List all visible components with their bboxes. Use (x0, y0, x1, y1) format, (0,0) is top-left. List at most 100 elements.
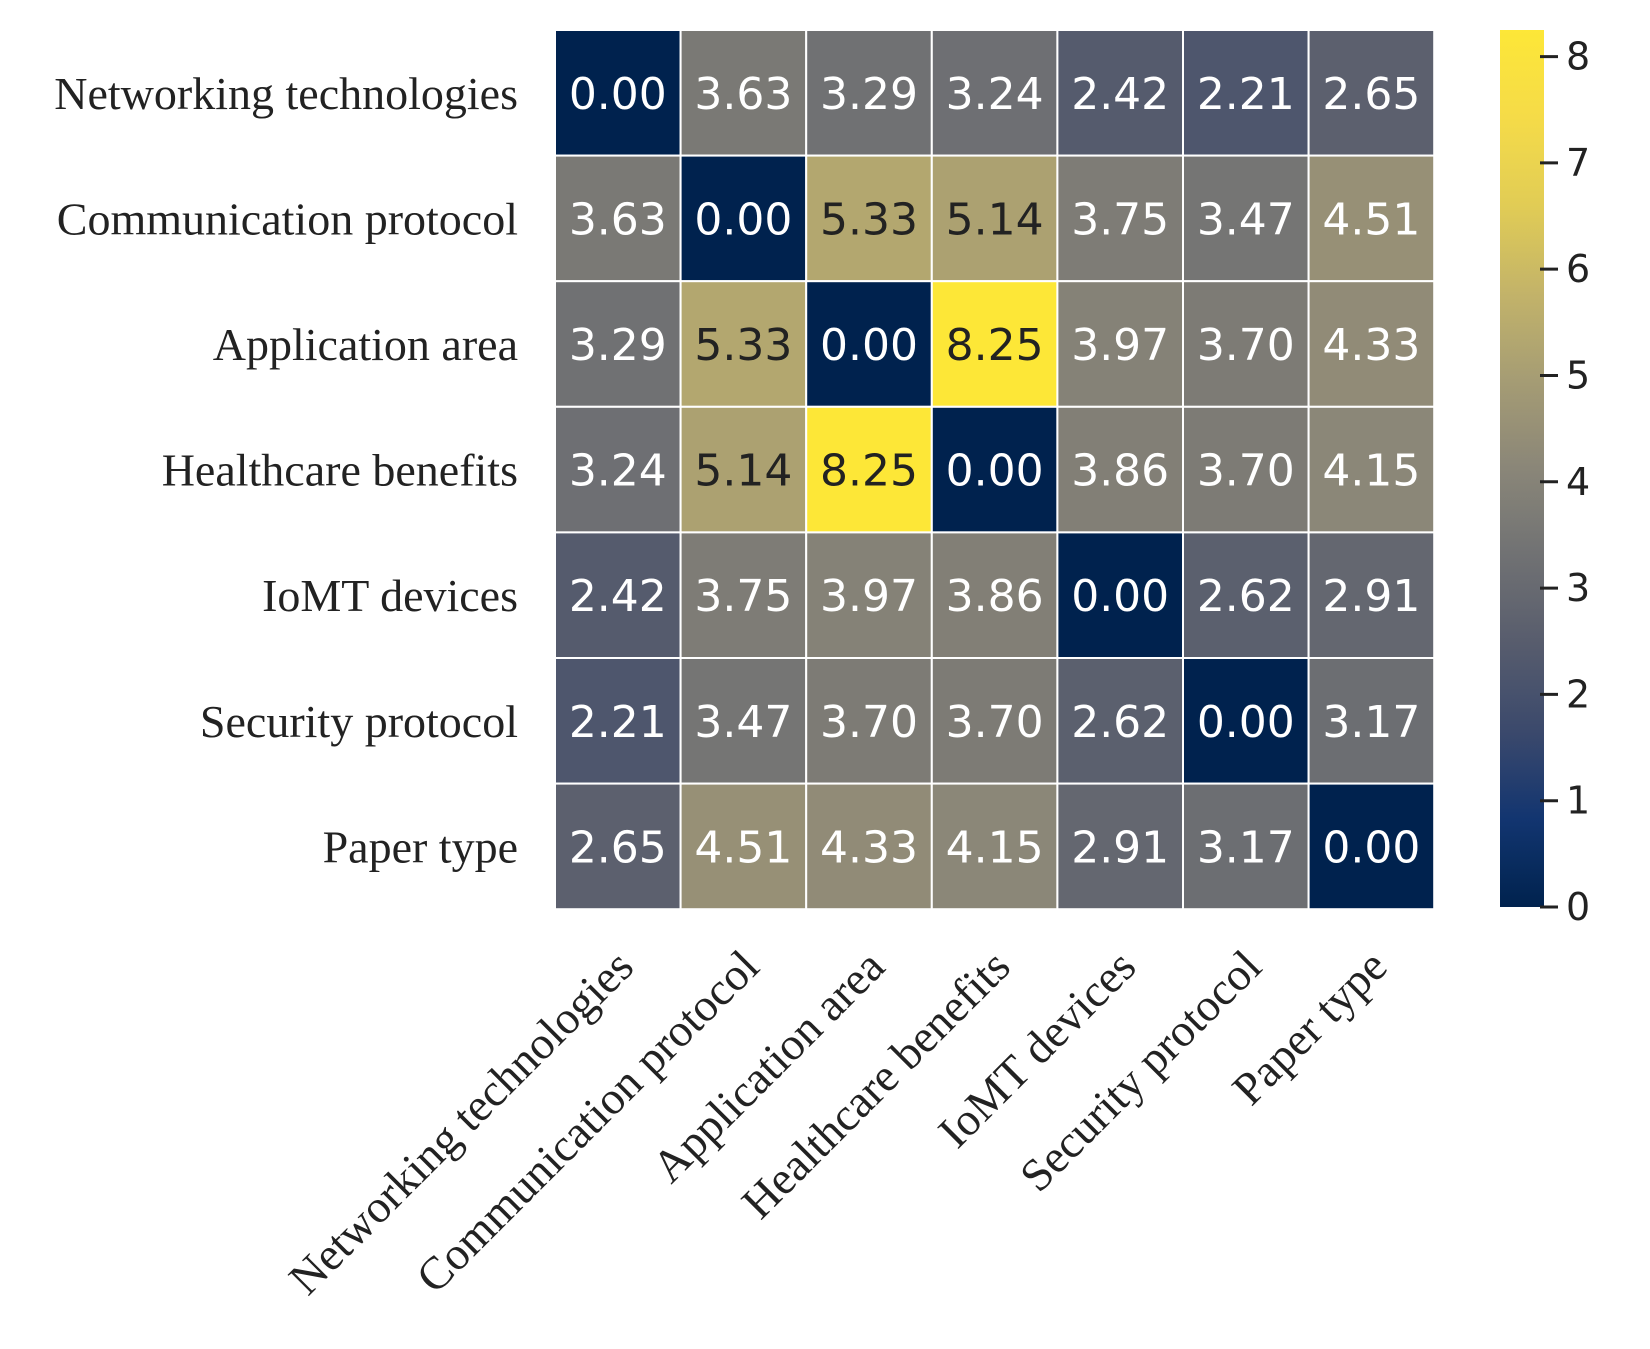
heatmap-cell (679, 29, 808, 157)
heatmap-cell (554, 405, 682, 534)
row-label-security-protocol: Security protocol (200, 696, 518, 747)
heatmap-cell (554, 154, 682, 283)
cell-value-label: 3.29 (569, 320, 667, 371)
heatmap-cell (1307, 782, 1436, 911)
heatmap-cell (1056, 154, 1185, 283)
heatmap-cell (1056, 782, 1185, 911)
colorbar-tick-label: 0 (1566, 885, 1590, 929)
cell-value-label: 2.21 (1197, 69, 1295, 120)
cell-value-label: 3.70 (820, 697, 918, 748)
cell-value-label: 0.00 (820, 320, 918, 371)
colorbar-tick-label: 2 (1566, 672, 1590, 716)
cell-value-label: 0.00 (1197, 697, 1295, 748)
cell-value-label: 3.24 (569, 446, 667, 497)
heatmap-cell (1056, 657, 1185, 785)
row-label-iomt-devices: IoMT devices (262, 570, 518, 621)
heatmap-cell (1182, 782, 1310, 911)
cell-value-label: 4.15 (1322, 446, 1420, 497)
cell-value-label: 2.62 (1197, 571, 1295, 622)
cell-value-label: 5.33 (694, 320, 792, 371)
cell-value-label: 8.25 (820, 446, 918, 497)
heatmap-cell (1182, 29, 1310, 157)
colorbar-tick-label: 5 (1566, 353, 1590, 397)
heatmap-cell (805, 154, 933, 283)
heatmap-cell (805, 531, 933, 660)
cell-value-label: 3.86 (946, 571, 1044, 622)
cell-value-label: 3.17 (1322, 697, 1420, 748)
row-labels: Networking technologies Communication pro… (54, 68, 518, 873)
cell-value-label: 3.47 (694, 697, 792, 748)
row-label-communication-protocol: Communication protocol (57, 193, 518, 244)
cell-value-label: 2.42 (1071, 69, 1169, 120)
heatmap-cell (1307, 154, 1436, 283)
cell-value-label: 3.70 (1197, 320, 1295, 371)
heatmap-cell (930, 782, 1059, 911)
cell-value-label: 5.33 (820, 194, 918, 245)
cell-value-label: 0.00 (569, 69, 667, 120)
cell-value-label: 0.00 (1322, 822, 1420, 873)
colorbar-tick-label: 7 (1566, 141, 1590, 185)
cell-value-label: 8.25 (946, 320, 1044, 371)
cell-value-label: 3.97 (820, 571, 918, 622)
cell-value-label: 3.63 (694, 69, 792, 120)
cell-value-label: 3.29 (820, 69, 918, 120)
heatmap-cell (1307, 657, 1436, 785)
cell-value-label: 5.14 (946, 194, 1044, 245)
heatmap-cell (554, 531, 682, 660)
cell-value-label: 3.17 (1197, 822, 1295, 873)
heatmap-cell (554, 29, 682, 157)
cell-value-label: 4.15 (946, 822, 1044, 873)
heatmap-cell (930, 405, 1059, 534)
cell-value-label: 3.24 (946, 69, 1044, 120)
heatmap-cell (1307, 280, 1436, 408)
colorbar: 0 1 2 3 4 5 6 7 8 (1500, 30, 1590, 929)
heatmap-cell (805, 782, 933, 911)
row-label-healthcare-benefits: Healthcare benefits (162, 445, 518, 496)
cell-value-label: 0.00 (694, 194, 792, 245)
cell-value-label: 3.86 (1071, 446, 1169, 497)
heatmap-cell (679, 405, 808, 534)
cell-value-label: 0.00 (946, 446, 1044, 497)
row-label-networking-technologies: Networking technologies (54, 68, 518, 119)
colorbar-tick-label: 6 (1566, 247, 1590, 291)
cell-value-label: 2.91 (1322, 571, 1420, 622)
cell-value-label: 2.65 (1322, 69, 1420, 120)
cell-value-label: 3.75 (694, 571, 792, 622)
heatmap-cell (554, 657, 682, 785)
row-label-application-area: Application area (213, 319, 518, 370)
heatmap-cell (1182, 280, 1310, 408)
heatmap-cell (805, 29, 933, 157)
colorbar-gradient (1500, 30, 1544, 907)
heatmap-cell (554, 782, 682, 911)
cell-value-label: 0.00 (1071, 571, 1169, 622)
cell-value-label: 2.21 (569, 697, 667, 748)
heatmap-cell (930, 280, 1059, 408)
heatmap-cell (679, 657, 808, 785)
heatmap-cell (930, 657, 1059, 785)
cell-value-label: 3.70 (946, 697, 1044, 748)
cell-value-label: 2.91 (1071, 822, 1169, 873)
cell-value-label: 2.62 (1071, 697, 1169, 748)
cell-value-label: 4.51 (1322, 194, 1420, 245)
cell-value-label: 2.65 (569, 822, 667, 873)
colorbar-tick-label: 4 (1566, 460, 1590, 504)
heatmap-cell (1307, 405, 1436, 534)
cell-value-label: 3.70 (1197, 446, 1295, 497)
cell-value-label: 5.14 (694, 446, 792, 497)
cell-value-label: 4.33 (1322, 320, 1420, 371)
colorbar-tick-label: 3 (1566, 566, 1590, 610)
row-label-paper-type: Paper type (323, 821, 518, 872)
heatmap-cell (1056, 280, 1185, 408)
heatmap-cell (930, 29, 1059, 157)
cell-value-label: 3.97 (1071, 320, 1169, 371)
cell-value-label: 3.47 (1197, 194, 1295, 245)
heatmap-cell (679, 280, 808, 408)
heatmap-cells: 0.00 3.63 3.29 3.24 2.42 2.21 2.65 3.63 0.00 5.33… (554, 29, 1436, 911)
cell-value-label: 2.42 (569, 571, 667, 622)
cell-value-label: 3.75 (1071, 194, 1169, 245)
cell-value-label: 4.51 (694, 822, 792, 873)
colorbar-tick-label: 1 (1566, 779, 1590, 823)
